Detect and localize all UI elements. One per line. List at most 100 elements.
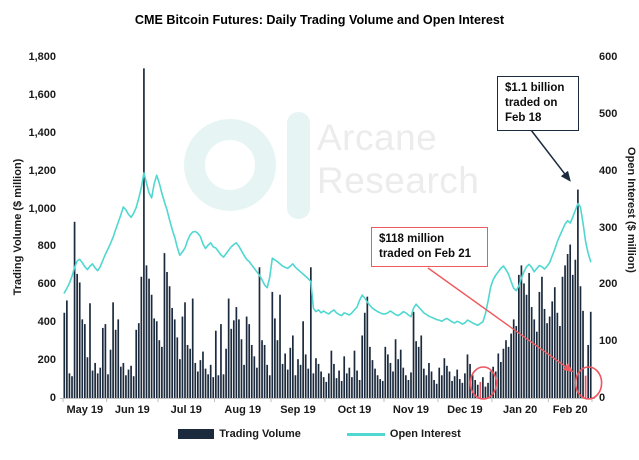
volume-bar <box>145 265 148 398</box>
volume-bar <box>517 274 520 398</box>
volume-bar <box>440 375 443 398</box>
volume-bar <box>179 359 181 398</box>
annotation-text-line: Feb 18 <box>505 111 542 124</box>
volume-bar <box>302 321 304 398</box>
volume-bar <box>325 381 328 398</box>
volume-bar <box>199 360 202 398</box>
volume-bar <box>523 283 525 398</box>
volume-bar <box>238 319 240 398</box>
volume-bar <box>443 358 446 398</box>
volume-bar <box>225 348 227 398</box>
x-axis-month-label: Jun 19 <box>114 404 150 416</box>
volume-bar <box>422 368 425 398</box>
volume-bar <box>394 339 397 398</box>
volume-bar <box>315 358 317 398</box>
volume-bar <box>212 377 215 398</box>
annotation-text-line: $118 million <box>379 233 445 245</box>
y-axis-right-tick: 500 <box>599 107 618 120</box>
volume-bar <box>338 370 340 398</box>
volume-bar <box>171 308 174 398</box>
volume-bar <box>335 378 338 398</box>
volume-bar <box>520 265 523 398</box>
volume-bar <box>577 189 579 398</box>
volume-bar <box>94 362 96 398</box>
volume-bar <box>122 362 125 398</box>
volume-bar <box>466 354 469 398</box>
volume-bar <box>299 364 302 398</box>
volume-bar <box>194 362 197 398</box>
legend-item-volume: Trading Volume <box>178 428 301 440</box>
volume-bar <box>101 327 104 398</box>
volume-bar <box>317 363 320 398</box>
volume-bar <box>68 373 71 398</box>
volume-bar <box>405 375 407 398</box>
volume-bar <box>530 307 533 398</box>
volume-bar <box>351 377 353 398</box>
volume-bar <box>132 376 135 398</box>
volume-bar <box>263 344 266 398</box>
volume-bar <box>579 286 582 398</box>
y-axis-left-tick: 1,800 <box>28 51 56 63</box>
volume-bar <box>464 373 466 398</box>
volume-bar <box>515 326 518 398</box>
x-axis-month-label: Aug 19 <box>224 404 262 416</box>
volume-bar <box>240 339 243 398</box>
volume-bar <box>127 369 130 398</box>
volume-bar <box>312 373 315 398</box>
page-title: CME Bitcoin Futures: Daily Trading Volum… <box>134 13 505 27</box>
volume-bar <box>279 294 281 398</box>
volume-bar <box>96 373 99 398</box>
y-axis-left-tick: 400 <box>37 316 56 329</box>
left-axis-title: Trading Volume ($ million) <box>12 158 24 296</box>
x-axis-month-label: Jan 20 <box>502 404 538 416</box>
y-axis-right-tick: 200 <box>599 278 618 291</box>
volume-bar <box>107 374 109 398</box>
volume-bar <box>130 365 132 398</box>
volume-bar <box>161 346 163 398</box>
volume-bar <box>153 318 156 398</box>
x-axis-month-label: Feb 20 <box>552 404 588 416</box>
volume-bar <box>556 312 559 398</box>
volume-bar <box>546 323 548 398</box>
y-axis-left-tick: 1,600 <box>28 88 56 101</box>
volume-bar <box>66 300 68 398</box>
volume-bar <box>402 367 405 398</box>
volume-bar <box>322 377 325 398</box>
volume-bar <box>214 330 217 398</box>
volume-bar <box>140 276 143 398</box>
volume-bar <box>155 321 158 398</box>
annotation-arrow-dark <box>530 129 571 182</box>
volume-bar <box>538 291 541 398</box>
volume-bar <box>284 353 286 398</box>
volume-bar <box>525 294 528 398</box>
volume-bar <box>366 296 369 398</box>
volume-bar <box>410 372 412 398</box>
volume-bar <box>412 311 415 398</box>
volume-bar <box>433 380 435 398</box>
volume-bar <box>528 272 530 398</box>
highlight-ellipse <box>574 366 603 400</box>
volume-bar <box>63 312 66 398</box>
x-axis-month-label: Oct 19 <box>337 404 372 416</box>
open-interest-line <box>63 172 592 327</box>
volume-bar <box>168 286 171 398</box>
volume-bar <box>84 324 86 398</box>
volume-bar <box>117 319 120 398</box>
legend-item-open-interest: Open Interest <box>346 428 461 440</box>
volume-bar <box>399 349 402 398</box>
volume-bar <box>158 340 161 398</box>
volume-bar <box>476 384 479 398</box>
y-axis-left-tick: 1,400 <box>28 126 56 139</box>
volume-bar <box>202 351 204 398</box>
volume-bar <box>569 244 572 398</box>
volume-bar <box>163 253 166 398</box>
y-axis-left-ticks: 0 200 400 600 800 1,000 1,200 1,400 1,600 1,800 <box>12 0 56 460</box>
volume-bar <box>551 301 554 398</box>
volume-bar <box>358 380 361 398</box>
volume-bar <box>505 340 507 398</box>
volume-bar <box>407 380 410 398</box>
volume-bar <box>248 324 251 398</box>
y-axis-left-tick: 200 <box>37 354 56 367</box>
volume-bar <box>502 348 505 398</box>
